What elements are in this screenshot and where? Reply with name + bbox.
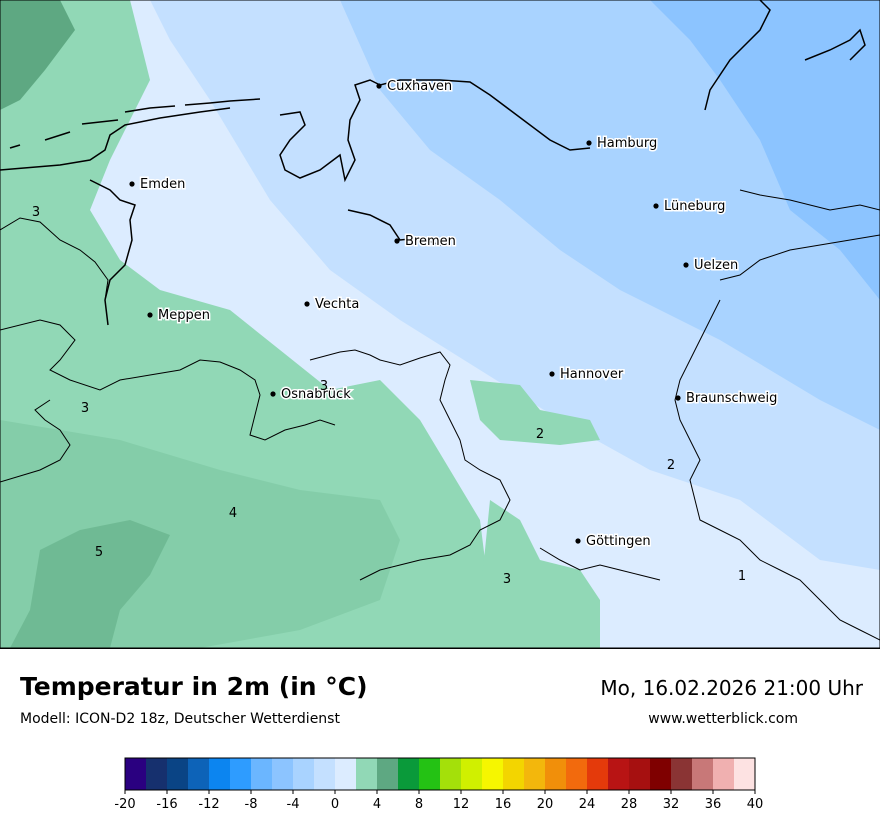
forecast-datetime: Mo, 16.02.2026 21:00 Uhr [600, 676, 863, 700]
isoline-label: 3 [503, 572, 511, 587]
city-markers: Cuxhaven Hamburg Emden Lüneburg Bremen Uelzen… [129, 78, 779, 551]
legend-tick-label: 36 [705, 797, 722, 812]
isoline-label: 3 [32, 205, 40, 220]
legend-swatch [167, 758, 189, 790]
city-label: Lüneburg [664, 199, 725, 214]
website-link[interactable]: www.wetterblick.com [648, 711, 798, 727]
legend-swatch [650, 758, 672, 790]
coastlines [0, 0, 866, 326]
legend-tick-label: 20 [537, 797, 554, 812]
field-warm-nw [0, 0, 75, 110]
legend-swatch [209, 758, 231, 790]
legend-swatch [629, 758, 651, 790]
legend-tick-label: 8 [415, 797, 423, 812]
city-label: Cuxhaven [387, 79, 452, 94]
city-label: Bremen [405, 234, 456, 249]
isoline-label: 2 [536, 427, 544, 442]
city-dot [270, 391, 276, 397]
isoline-label: 1 [738, 569, 746, 584]
legend-swatch [251, 758, 273, 790]
legend-swatch [503, 758, 525, 790]
city-label: Osnabrück [281, 387, 351, 402]
legend-swatch [713, 758, 735, 790]
field-mild-deep [0, 420, 400, 648]
legend-tick-label: -16 [156, 797, 177, 812]
legend-swatch [692, 758, 714, 790]
city-dot [586, 140, 592, 146]
legend-swatch [125, 758, 147, 790]
isoline-label: 3 [320, 379, 328, 394]
isoline-label: 2 [667, 458, 675, 473]
legend-swatch [272, 758, 294, 790]
legend-tick-label: -4 [287, 797, 300, 812]
color-legend: -20 -16 -12 -8 -4 0 4 8 12 16 20 24 28 32 36 40 [110, 752, 780, 822]
page-title: Temperatur in 2m (in °C) [20, 672, 368, 701]
legend-tick-label: 4 [373, 797, 381, 812]
legend-tick-label: 28 [621, 797, 638, 812]
legend-swatch [419, 758, 441, 790]
city-dot [575, 538, 581, 544]
city-label: Göttingen [586, 534, 651, 549]
weather-map: Cuxhaven Hamburg Emden Lüneburg Bremen Uelzen… [0, 0, 880, 649]
legend-tick-label: 16 [495, 797, 512, 812]
legend-swatch [461, 758, 483, 790]
city-label: Hannover [560, 367, 624, 382]
legend-swatch [524, 758, 546, 790]
city-label: Vechta [315, 297, 359, 312]
legend-swatch [608, 758, 630, 790]
legend-swatch [356, 758, 378, 790]
legend-swatch [293, 758, 315, 790]
model-info: Modell: ICON-D2 18z, Deutscher Wetterdie… [20, 711, 340, 727]
city-dot [675, 395, 681, 401]
legend-tick-label: -20 [114, 797, 135, 812]
city-dot [653, 203, 659, 209]
legend-swatch [146, 758, 168, 790]
city-dot [304, 301, 310, 307]
legend-tick-label: 40 [747, 797, 764, 812]
legend-tick-label: 24 [579, 797, 596, 812]
legend-border [124, 757, 756, 791]
city-dot [147, 312, 153, 318]
city-dot [129, 181, 135, 187]
field-mild-patches [460, 380, 600, 648]
legend-swatch [188, 758, 210, 790]
city-dot [549, 371, 555, 377]
legend-swatch [587, 758, 609, 790]
city-label: Uelzen [694, 258, 738, 273]
isoline-label: 4 [229, 506, 237, 521]
city-label: Braunschweig [686, 391, 777, 406]
legend-tick-label: 32 [663, 797, 680, 812]
city-dot [394, 238, 400, 244]
isoline-labels: 3 3 3 4 5 2 2 3 1 [32, 205, 746, 587]
legend-tick-label: 0 [331, 797, 339, 812]
legend-swatch [545, 758, 567, 790]
legend-tick-label: -8 [245, 797, 258, 812]
city-label: Emden [140, 177, 185, 192]
legend-tick-label: -12 [198, 797, 219, 812]
isoline-label: 5 [95, 545, 103, 560]
legend-swatch [398, 758, 420, 790]
city-dot [683, 262, 689, 268]
legend-tick-label: 12 [453, 797, 470, 812]
legend-swatch [671, 758, 693, 790]
legend-swatch [440, 758, 462, 790]
legend-swatch [482, 758, 504, 790]
legend-swatch [335, 758, 357, 790]
legend-swatch [566, 758, 588, 790]
city-dot [376, 83, 382, 89]
legend-swatch [230, 758, 252, 790]
city-label: Meppen [158, 308, 210, 323]
legend-swatch [377, 758, 399, 790]
isoline-label: 3 [81, 401, 89, 416]
field-very-cold [650, 0, 880, 300]
borders [0, 189, 880, 641]
legend-swatch [734, 758, 756, 790]
legend-swatch [314, 758, 336, 790]
city-label: Hamburg [597, 136, 657, 151]
